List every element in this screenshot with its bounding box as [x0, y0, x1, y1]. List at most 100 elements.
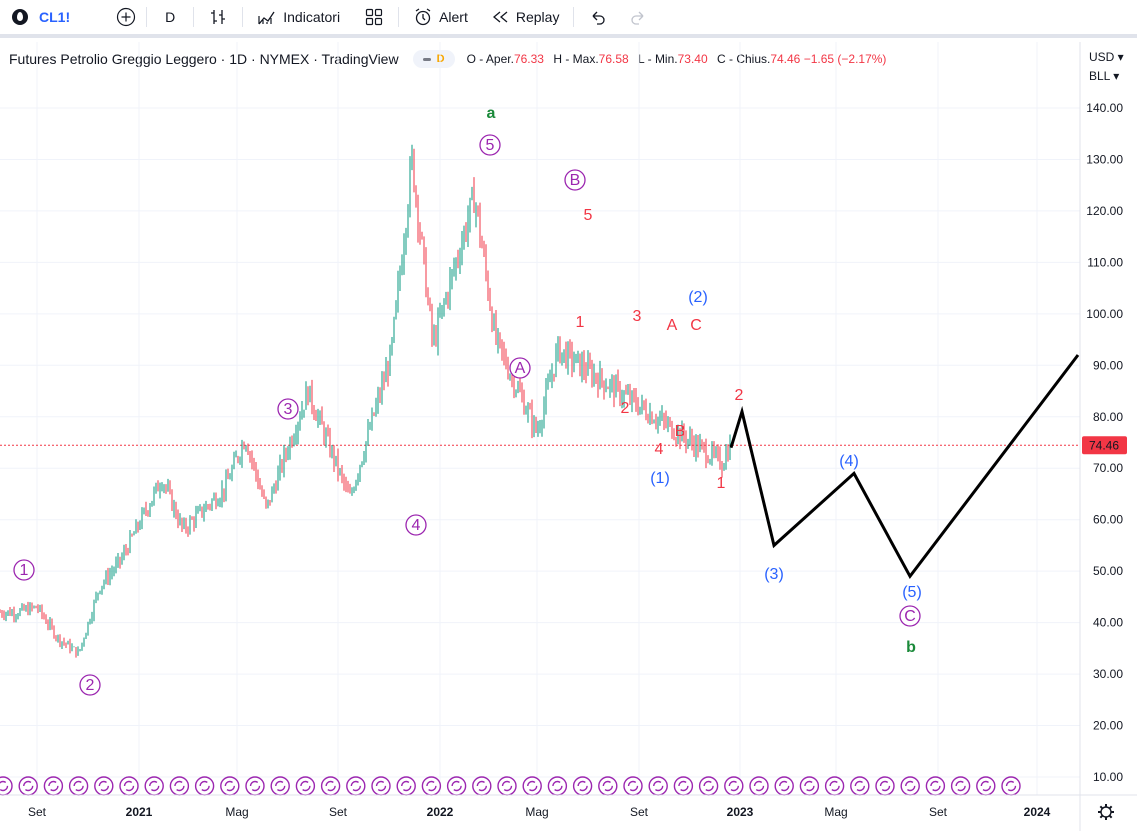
- event-marker-icon[interactable]: [925, 776, 946, 796]
- price-tick-label: 10.00: [1093, 770, 1123, 784]
- undo-button[interactable]: [584, 0, 612, 34]
- event-marker-icon[interactable]: [68, 776, 89, 796]
- event-marker-glyph: [476, 780, 487, 792]
- event-marker-icon[interactable]: [421, 776, 442, 796]
- event-marker-icon[interactable]: [648, 776, 668, 796]
- replay-button[interactable]: Replay: [486, 0, 564, 34]
- event-marker-icon[interactable]: [446, 776, 467, 796]
- alert-button[interactable]: Alert: [409, 0, 472, 34]
- event-marker-icon[interactable]: [673, 776, 694, 796]
- event-marker-icon[interactable]: [472, 776, 492, 796]
- rewind-icon: [492, 11, 508, 23]
- event-marker-glyph: [300, 780, 311, 792]
- event-marker-glyph: [779, 780, 790, 792]
- indicators-button[interactable]: Indicatori: [253, 0, 344, 34]
- price-axis[interactable]: 140.00 130.00 120.00 110.00 100.00 90.00 80.00…: [1079, 42, 1127, 831]
- event-marker-ring: [572, 776, 593, 796]
- event-marker-icon[interactable]: [396, 776, 416, 796]
- event-marker-icon[interactable]: [875, 776, 895, 796]
- add-symbol-button[interactable]: [116, 0, 136, 34]
- delayed-data-badge: D: [436, 53, 445, 65]
- event-marker-icon[interactable]: [698, 776, 719, 796]
- price-tick-label: 100.00: [1086, 307, 1123, 321]
- event-marker-icon[interactable]: [749, 776, 769, 796]
- chart-type-button[interactable]: [204, 0, 232, 34]
- unit-selector[interactable]: BLL ▾: [1089, 69, 1119, 83]
- event-marker-icon[interactable]: [94, 776, 114, 796]
- event-marker-icon[interactable]: [270, 776, 290, 796]
- event-marker-ring: [94, 776, 114, 796]
- wave-label-minor: 1: [576, 314, 585, 331]
- event-marker-ring: [824, 776, 845, 796]
- event-marker-ring: [43, 776, 64, 796]
- event-marker-icon[interactable]: [623, 776, 643, 796]
- event-marker-icon[interactable]: [169, 776, 190, 796]
- wave-label-major: 1: [20, 562, 29, 579]
- redo-button[interactable]: [624, 0, 652, 34]
- wave-label-circle: [564, 169, 586, 191]
- current-price-badge: [1082, 436, 1127, 455]
- event-marker-glyph: [148, 780, 160, 792]
- layouts-button[interactable]: [360, 0, 388, 34]
- event-marker-icon[interactable]: [18, 776, 38, 796]
- event-marker-icon[interactable]: [900, 776, 920, 796]
- event-marker-glyph: [577, 780, 588, 792]
- event-marker-ring: [673, 776, 694, 796]
- wave-label-circle: [899, 605, 921, 627]
- event-marker-icon[interactable]: [245, 776, 265, 796]
- wave-label-major: 2: [86, 677, 95, 694]
- time-tick-label: 2024: [1024, 805, 1051, 819]
- event-marker-icon[interactable]: [976, 776, 996, 796]
- grid-layout-icon: [365, 8, 383, 26]
- event-marker-icon[interactable]: [547, 776, 568, 796]
- gear-icon[interactable]: [1098, 804, 1114, 820]
- event-marker-ring: [144, 776, 164, 796]
- event-marker-icon[interactable]: [371, 776, 391, 796]
- event-marker-icon[interactable]: [497, 776, 517, 796]
- event-marker-icon[interactable]: [850, 776, 870, 796]
- indicators-icon: [258, 11, 275, 25]
- event-marker-icon[interactable]: [1001, 776, 1021, 796]
- event-marker-icon[interactable]: [572, 776, 593, 796]
- event-marker-ring: [623, 776, 643, 796]
- event-marker-icon[interactable]: [194, 776, 215, 796]
- event-marker-icon[interactable]: [824, 776, 845, 796]
- current-price-label: 74.46: [1089, 438, 1119, 452]
- event-marker-ring: [976, 776, 996, 796]
- event-marker-icon[interactable]: [724, 776, 744, 796]
- event-marker-icon[interactable]: [774, 776, 794, 796]
- event-marker-icon[interactable]: [346, 776, 366, 796]
- time-axis[interactable]: Set 2021 Mag Set 2022 Mag Set 2023 Mag Set 2024: [0, 794, 1137, 820]
- price-chart[interactable]: 1 2 3 4 5 A B Ca b (1) (2) (3) (4) (5) 1 2 3 4 5 1 2 A B C 140.…: [0, 42, 1137, 831]
- chart-title: Futures Petrolio Greggio Leggero · 1D · …: [9, 51, 399, 67]
- event-marker-glyph: [224, 780, 236, 792]
- event-marker-glyph: [501, 780, 513, 792]
- event-marker-icon[interactable]: [799, 776, 820, 796]
- event-marker-icon[interactable]: [144, 776, 164, 796]
- event-marker-icon[interactable]: [43, 776, 64, 796]
- event-marker-ring: [346, 776, 366, 796]
- time-tick-label: Mag: [824, 805, 847, 819]
- toolbar-divider: [146, 7, 148, 27]
- event-marker-icon[interactable]: [220, 776, 240, 796]
- event-marker-icon[interactable]: [320, 776, 341, 796]
- price-tick-label: 80.00: [1093, 410, 1123, 424]
- event-marker-ring: [119, 776, 139, 796]
- market-status-badge[interactable]: D: [412, 50, 455, 68]
- dash-icon: [422, 57, 431, 61]
- interval-button[interactable]: D: [157, 0, 183, 34]
- symbol-search-button[interactable]: CL1!: [0, 0, 74, 34]
- event-marker-icon[interactable]: [598, 776, 618, 796]
- event-marker-icon[interactable]: [119, 776, 139, 796]
- interval-label: D: [165, 9, 176, 25]
- event-marker-icon[interactable]: [295, 776, 316, 796]
- high-label: H - Max.: [553, 52, 599, 66]
- event-marker-icon[interactable]: [522, 776, 542, 796]
- currency-selector[interactable]: USD ▾: [1089, 50, 1124, 64]
- price-tick-label: 60.00: [1093, 513, 1123, 527]
- event-marker-glyph: [552, 780, 563, 792]
- toolbar-divider: [573, 7, 575, 27]
- toolbar-divider: [398, 7, 400, 27]
- event-marker-icon[interactable]: [950, 776, 971, 796]
- event-marker-icon[interactable]: [0, 776, 13, 796]
